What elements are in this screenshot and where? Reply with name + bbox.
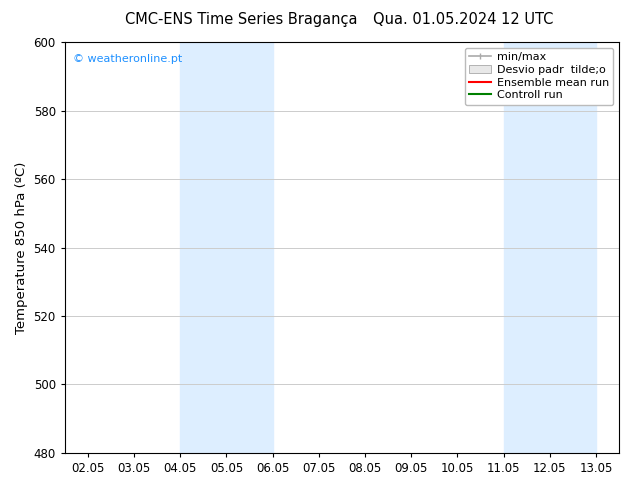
Bar (180, 42, 273, 453)
Text: CMC-ENS Time Series Bragança: CMC-ENS Time Series Bragança (125, 12, 357, 27)
Bar (503, 42, 596, 453)
Text: Qua. 01.05.2024 12 UTC: Qua. 01.05.2024 12 UTC (373, 12, 553, 27)
Text: © weatheronline.pt: © weatheronline.pt (73, 54, 183, 64)
Y-axis label: Temperature 850 hPa (ºC): Temperature 850 hPa (ºC) (15, 161, 28, 334)
Legend: min/max, Desvio padr  tilde;o, Ensemble mean run, Controll run: min/max, Desvio padr tilde;o, Ensemble m… (465, 48, 614, 105)
